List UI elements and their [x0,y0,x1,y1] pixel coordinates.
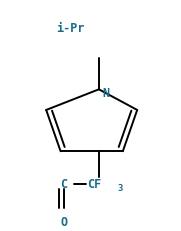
Text: C: C [61,177,68,191]
Text: O: O [61,216,68,228]
Text: i-Pr: i-Pr [56,22,84,35]
Text: N: N [102,87,110,100]
Text: 3: 3 [118,184,123,193]
Text: CF: CF [87,177,101,191]
